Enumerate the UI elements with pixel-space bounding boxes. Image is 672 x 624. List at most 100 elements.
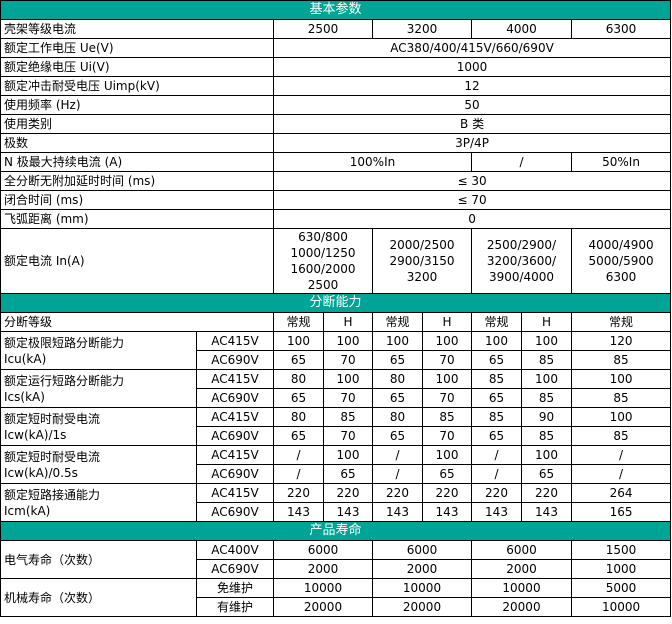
table-row: AC690V 65 70 65 70 65 85 85 <box>1 388 672 408</box>
table-cell: 65 <box>372 350 423 370</box>
row-label: 额定冲击耐受电压 Uimp(kV) <box>0 76 274 96</box>
table-cell: 2000 <box>471 559 572 579</box>
table-cell: 2500/2900/ 3200/3600/ 3900/4000 <box>471 228 572 294</box>
section-header-life: 产品寿命 <box>0 521 672 541</box>
row-label: 额定短路接通能力 Icm(kA) <box>0 483 197 522</box>
table-row: 全分断无附加延时时间 (ms) ≤ 30 <box>0 171 672 191</box>
table-cell: 2000/2500 2900/3150 3200 <box>372 228 472 294</box>
table-cell: 20000 <box>372 597 472 617</box>
table-cell: 3200 <box>372 19 472 39</box>
voltage-label: AC415V <box>196 331 274 351</box>
table-cell: 220 <box>323 483 373 503</box>
table-cell: 4000/4900 5000/5900 6300 <box>570 228 672 294</box>
row-label: 额定绝缘电压 Ui(V) <box>0 57 274 77</box>
table-cell: 80 <box>273 369 324 389</box>
row-label: 闭合时间 (ms) <box>0 190 274 210</box>
table-cell: 70 <box>323 426 373 446</box>
row-label: 额定短时耐受电流 Icw(kA)/0.5s <box>0 445 197 484</box>
row-label: N 极最大持续电流 (A) <box>0 152 274 172</box>
table-cell: 6000 <box>471 540 572 560</box>
table-cell: 100 <box>521 369 572 389</box>
table-cell: 100 <box>471 331 522 351</box>
table-row: 使用频率 (Hz) 50 <box>0 95 672 115</box>
table-row: 额定电流 In(A) 630/800 1000/1250 1600/2000 25… <box>0 228 672 294</box>
table-row: N 极最大持续电流 (A) 100%In/50%In <box>0 152 672 172</box>
row-label: 额定极限短路分断能力 Icu(kA) <box>0 331 197 370</box>
row-label: 机械寿命（次数） <box>0 578 197 617</box>
row-label: 极数 <box>0 133 274 153</box>
table-row: 额定短时耐受电流 Icw(kA)/1s AC415V 80 85 80 85 85 90 100 <box>0 407 672 446</box>
condition-label: 免维护 <box>196 578 274 598</box>
grade-header: H <box>323 312 373 332</box>
table-cell: 80 <box>372 369 423 389</box>
section-title: 分断能力 <box>0 293 672 313</box>
table-cell: 100 <box>570 369 672 389</box>
table-cell: 50%In <box>570 152 672 172</box>
table-cell: 1500 <box>570 540 672 560</box>
table-cell: 85 <box>521 426 572 446</box>
table-cell: 0 <box>272 209 672 229</box>
condition-label: 有维护 <box>196 597 274 617</box>
table-cell: / <box>471 152 572 172</box>
table-cell: 85 <box>471 407 522 427</box>
table-cell: 65 <box>273 350 324 370</box>
table-cell: 12 <box>272 76 672 96</box>
table-cell: 50 <box>272 95 672 115</box>
table-cell: 65 <box>273 388 324 408</box>
table-cell: 100 <box>323 331 373 351</box>
voltage-label: AC690V <box>196 464 274 484</box>
voltage-label: AC415V <box>196 483 274 503</box>
table-cell: / <box>372 445 423 465</box>
table-cell: 220 <box>471 483 522 503</box>
table-cell: 630/800 1000/1250 1600/2000 2500 <box>273 228 373 294</box>
table-cell: 85 <box>570 388 672 408</box>
table-cell: 85 <box>471 369 522 389</box>
table-cell: 143 <box>372 502 423 522</box>
table-cell: 100 <box>323 445 373 465</box>
row-label: 使用频率 (Hz) <box>0 95 274 115</box>
table-cell: 85 <box>521 388 572 408</box>
table-cell: / <box>570 464 672 484</box>
table-row: 额定极限短路分断能力 Icu(kA) AC415V 100 100 100 100 100 1… <box>0 331 672 370</box>
table-cell: 100 <box>422 445 472 465</box>
table-cell: 70 <box>422 350 472 370</box>
table-cell: / <box>372 464 423 484</box>
table-cell: 1000 <box>570 559 672 579</box>
table-cell: 85 <box>422 407 472 427</box>
table-cell: 143 <box>471 502 522 522</box>
table-cell: 20000 <box>471 597 572 617</box>
table-row: 使用类别 B 类 <box>0 114 672 134</box>
table-cell: 264 <box>570 483 672 503</box>
table-cell: 10000 <box>372 578 472 598</box>
condition-label: AC400V <box>196 540 274 560</box>
table-cell: AC380/400/415V/660/690V <box>272 38 672 58</box>
table-cell: 165 <box>570 502 672 522</box>
section-header-breaking: 分断能力 <box>0 293 672 313</box>
table-cell: 65 <box>521 464 572 484</box>
row-label: 使用类别 <box>0 114 274 134</box>
table-row: 壳架等级电流 2500 3200 4000 6300 <box>0 19 672 39</box>
table-cell: 3P/4P <box>272 133 672 153</box>
table-cell: 65 <box>422 464 472 484</box>
table-cell: ≤ 70 <box>272 190 672 210</box>
table-cell: 2500 <box>273 19 373 39</box>
voltage-label: AC690V <box>196 388 274 408</box>
table-cell: 100%In <box>273 152 472 172</box>
table-cell: 220 <box>422 483 472 503</box>
table-cell: 65 <box>273 426 324 446</box>
table-cell: 65 <box>471 426 522 446</box>
grade-header: 常规 <box>570 312 672 332</box>
table-cell: 143 <box>422 502 472 522</box>
table-row: AC690V/65/65/65/ <box>1 464 672 484</box>
table-cell: B 类 <box>272 114 672 134</box>
grade-header: 常规 <box>372 312 423 332</box>
condition-label: AC690V <box>196 559 274 579</box>
table-cell: 100 <box>521 331 572 351</box>
table-row: 有维护 20000 20000 20000 10000 <box>1 597 672 617</box>
section-title: 基本参数 <box>0 0 672 20</box>
table-row: 额定工作电压 Ue(V) AC380/400/415V/660/690V <box>0 38 672 58</box>
grade-header: H <box>422 312 472 332</box>
row-label: 飞弧距离 (mm) <box>0 209 274 229</box>
table-cell: 100 <box>521 445 572 465</box>
